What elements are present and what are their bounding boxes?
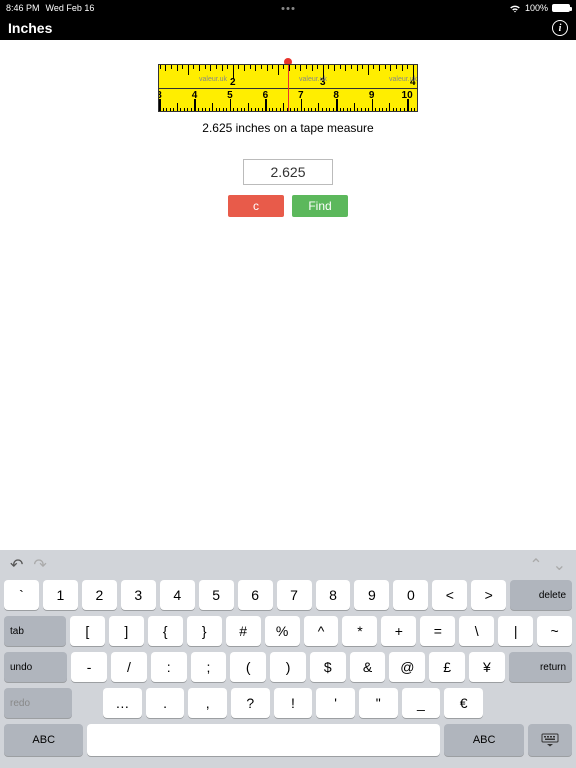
wifi-icon: [509, 4, 521, 13]
key-=[interactable]: =: [420, 616, 455, 646]
key-,[interactable]: ,: [188, 688, 227, 718]
key-|[interactable]: |: [498, 616, 533, 646]
key-+[interactable]: +: [381, 616, 416, 646]
watermark-text: valeur.uk: [299, 76, 327, 83]
key-7[interactable]: 7: [277, 580, 312, 610]
key-\[interactable]: \: [459, 616, 494, 646]
redo-key[interactable]: redo: [4, 688, 72, 718]
abc-key-left[interactable]: ABC: [4, 724, 83, 756]
ruler-cm-label: 10: [402, 90, 413, 101]
status-date: Wed Feb 16: [46, 3, 95, 13]
clear-button[interactable]: c: [228, 195, 284, 217]
key--[interactable]: -: [71, 652, 107, 682]
key-*[interactable]: *: [342, 616, 377, 646]
key-;[interactable]: ;: [191, 652, 227, 682]
tape-measure: 234valeur.ukvaleur.ukvaleur.uk 345678910: [158, 64, 418, 112]
undo-key[interactable]: undo: [4, 652, 67, 682]
key-&[interactable]: &: [350, 652, 386, 682]
page-title: Inches: [8, 20, 52, 36]
keyboard-toolbar: ↶ ↷ ⌃ ⌄: [0, 550, 576, 580]
key-:[interactable]: :: [151, 652, 187, 682]
hide-keyboard-key[interactable]: [528, 724, 572, 756]
key-2[interactable]: 2: [82, 580, 117, 610]
key-[[interactable]: [: [70, 616, 105, 646]
key-6[interactable]: 6: [238, 580, 273, 610]
status-time: 8:46 PM: [6, 3, 40, 13]
status-bar: 8:46 PM Wed Feb 16 100%: [0, 0, 576, 16]
key-…[interactable]: …: [103, 688, 142, 718]
key-3[interactable]: 3: [121, 580, 156, 610]
value-input[interactable]: [243, 159, 333, 185]
key-%[interactable]: %: [265, 616, 300, 646]
status-dots: [282, 7, 295, 10]
return-key[interactable]: return: [509, 652, 572, 682]
key-"[interactable]: ": [359, 688, 398, 718]
key-.[interactable]: .: [146, 688, 185, 718]
main-content: 234valeur.ukvaleur.ukvaleur.uk 345678910…: [0, 40, 576, 217]
find-button[interactable]: Find: [292, 195, 348, 217]
ruler-cm-label: 9: [369, 90, 375, 101]
ruler-cm-label: 8: [333, 90, 339, 101]
undo-icon[interactable]: ↶: [10, 555, 23, 575]
key-'[interactable]: ': [316, 688, 355, 718]
redo-icon[interactable]: ↷: [33, 555, 46, 575]
key-9[interactable]: 9: [354, 580, 389, 610]
key-([interactable]: (: [230, 652, 266, 682]
key-_[interactable]: _: [402, 688, 441, 718]
key-1[interactable]: 1: [43, 580, 78, 610]
ruler-cm-label: 4: [192, 90, 198, 101]
nav-bar: Inches i: [0, 16, 576, 40]
key-)[interactable]: ): [270, 652, 306, 682]
ruler-cm-label: 5: [227, 90, 233, 101]
key-5[interactable]: 5: [199, 580, 234, 610]
chevron-up-icon[interactable]: ⌃: [529, 555, 542, 575]
key-^[interactable]: ^: [304, 616, 339, 646]
ruler-cm-label: 6: [263, 90, 269, 101]
ruler-cm-label: 7: [298, 90, 304, 101]
chevron-down-icon[interactable]: ⌄: [553, 555, 566, 575]
key-`[interactable]: `: [4, 580, 39, 610]
abc-key-right[interactable]: ABC: [444, 724, 523, 756]
key-{[interactable]: {: [148, 616, 183, 646]
key-¥[interactable]: ¥: [469, 652, 505, 682]
ruler-inch-label: 2: [230, 77, 236, 88]
watermark-text: valeur.uk: [199, 76, 227, 83]
ruler-caption: 2.625 inches on a tape measure: [0, 121, 576, 135]
keyboard: ↶ ↷ ⌃ ⌄ `1234567890<>delete tab[]{}#%^*+…: [0, 550, 576, 768]
key-$[interactable]: $: [310, 652, 346, 682]
key-}[interactable]: }: [187, 616, 222, 646]
key-~[interactable]: ~: [537, 616, 572, 646]
key-#[interactable]: #: [226, 616, 261, 646]
delete-key[interactable]: delete: [510, 580, 572, 610]
marker-line: [288, 65, 289, 111]
watermark-text: valeur.uk: [389, 76, 417, 83]
key-@[interactable]: @: [389, 652, 425, 682]
key-?[interactable]: ?: [231, 688, 270, 718]
key-€[interactable]: €: [444, 688, 483, 718]
battery-percent: 100%: [525, 3, 548, 13]
key-4[interactable]: 4: [160, 580, 195, 610]
space-key[interactable]: [87, 724, 440, 756]
key-0[interactable]: 0: [393, 580, 428, 610]
battery-icon: [552, 4, 570, 12]
key-<[interactable]: <: [432, 580, 467, 610]
key-/[interactable]: /: [111, 652, 147, 682]
ruler-cm-label: 3: [158, 90, 162, 101]
key->[interactable]: >: [471, 580, 506, 610]
key-£[interactable]: £: [429, 652, 465, 682]
key-][interactable]: ]: [109, 616, 144, 646]
ruler-container: 234valeur.ukvaleur.ukvaleur.uk 345678910: [158, 64, 418, 112]
tab-key[interactable]: tab: [4, 616, 66, 646]
info-icon[interactable]: i: [552, 20, 568, 36]
key-![interactable]: !: [274, 688, 313, 718]
key-8[interactable]: 8: [316, 580, 351, 610]
